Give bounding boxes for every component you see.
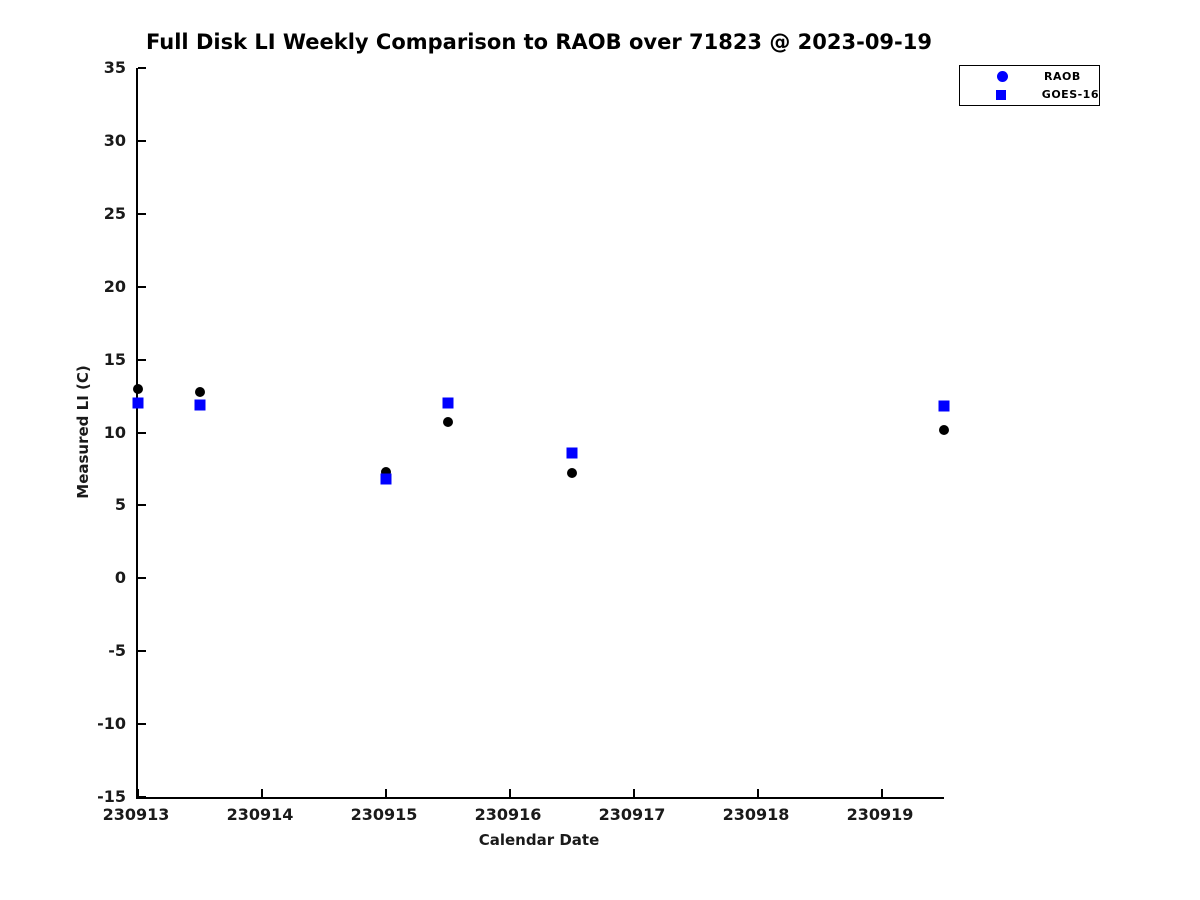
y-tick [138,504,146,507]
y-tick-label: 20 [103,276,126,296]
y-tick-label: -5 [108,641,126,661]
x-tick-label: 230919 [846,805,914,824]
legend-item-goes-16: GOES-16 [960,87,1099,103]
y-tick [138,139,146,142]
y-tick [138,67,146,69]
y-tick-label: 15 [103,349,126,369]
goes-16-marker [194,399,206,411]
y-tick-label: -10 [97,714,126,734]
y-tick [138,723,146,726]
legend-item-raob: RAOB [960,68,1099,84]
x-tick-label: 230917 [598,805,666,824]
raob-marker [939,424,949,435]
x-axis-label: Calendar Date [478,831,600,849]
y-tick-label: -15 [97,787,126,806]
y-tick-label: 0 [114,568,126,588]
x-tick [261,789,263,797]
y-tick [138,796,146,798]
x-tick [509,789,511,797]
x-tick [757,789,759,797]
goes-16-marker [566,447,578,459]
x-tick [137,789,139,797]
raob-marker [381,466,391,477]
x-tick-label: 230913 [102,805,170,824]
x-tick [633,789,635,797]
x-tick-label: 230914 [226,805,294,824]
y-tick-label: 30 [103,130,126,150]
x-tick-label: 230918 [722,805,790,824]
x-tick [881,789,883,797]
legend: RAOB GOES-16 [959,65,1100,106]
goes-16-marker [132,397,144,409]
goes-16-legend-square-icon [995,89,1006,100]
y-tick [138,285,146,288]
raob-legend-circle-icon [996,70,1008,82]
legend-label: GOES-16 [1041,88,1099,102]
legend-marker-cell [960,89,1042,100]
raob-marker [567,468,577,479]
raob-marker [133,383,143,394]
x-tick [385,789,387,797]
legend-label: RAOB [1044,69,1081,83]
x-tick-label: 230916 [474,805,542,824]
y-tick [138,212,146,215]
goes-16-marker [442,397,454,409]
goes-16-marker [380,473,392,485]
y-tick-label: 35 [103,58,126,77]
y-tick-label: 5 [114,495,126,515]
y-tick-label: 25 [103,203,126,223]
raob-marker [195,386,205,397]
legend-marker-cell [960,70,1044,82]
y-tick [138,650,146,653]
y-tick [138,577,146,580]
raob-marker [443,417,453,428]
y-tick [138,431,146,434]
x-tick-label: 230915 [350,805,418,824]
plot-area [132,67,950,799]
y-tick-label: 10 [103,422,126,442]
goes-16-marker [938,400,950,412]
chart-title: Full Disk LI Weekly Comparison to RAOB o… [145,30,932,54]
y-tick [138,358,146,361]
